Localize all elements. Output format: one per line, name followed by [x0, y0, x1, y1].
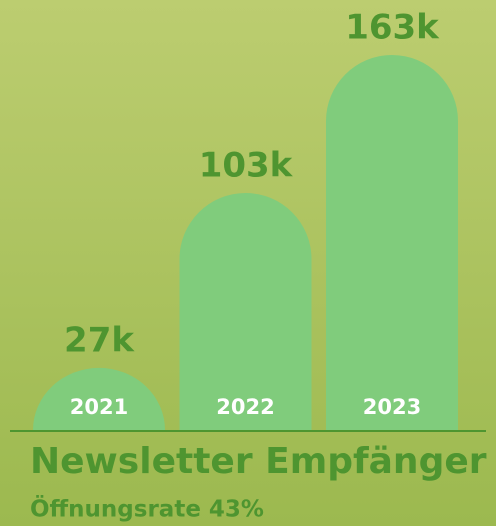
value-label: 163k: [345, 8, 440, 48]
bar: [179, 193, 312, 430]
chart-subtitle: Öffnungsrate 43%: [30, 495, 264, 523]
bar: [33, 367, 165, 430]
chart-title: Newsletter Empfänger: [30, 441, 487, 482]
category-label: 2022: [216, 395, 274, 419]
value-label: 103k: [199, 146, 294, 186]
category-label: 2021: [70, 395, 128, 419]
value-label: 27k: [64, 320, 135, 360]
category-label: 2023: [363, 395, 421, 419]
bar: [326, 55, 458, 430]
